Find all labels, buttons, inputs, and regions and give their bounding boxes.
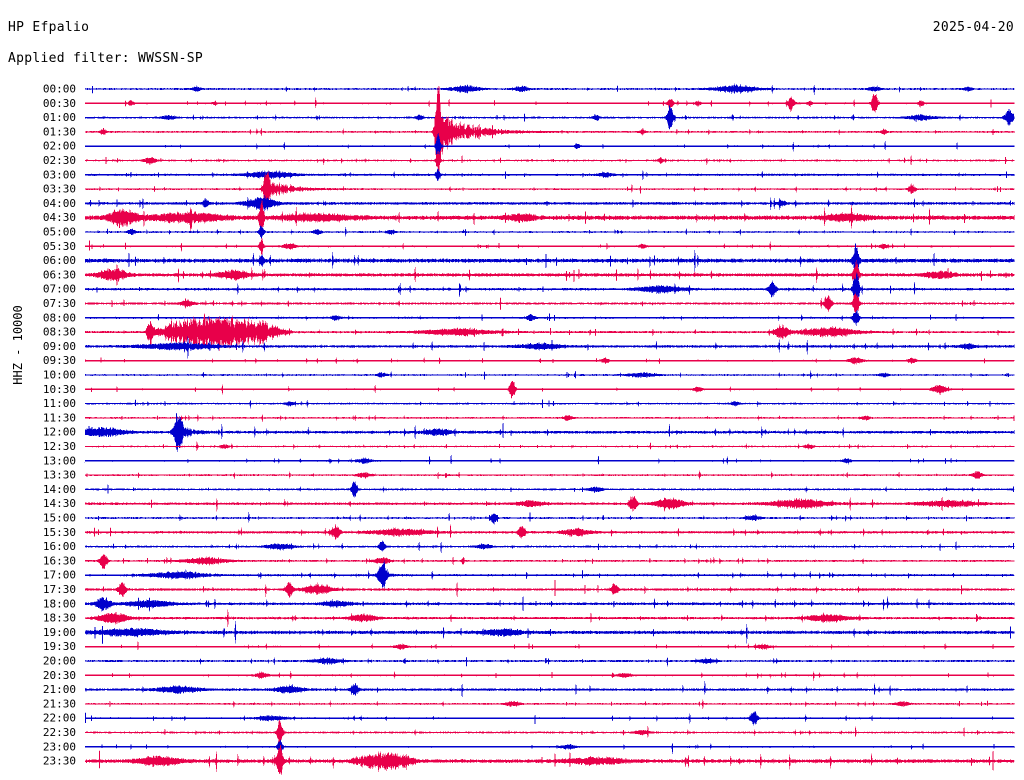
time-tick-label: 15:30 <box>43 526 76 539</box>
time-tick-label: 23:00 <box>43 740 76 753</box>
time-tick-label: 02:30 <box>43 154 76 167</box>
time-tick-label: 07:00 <box>43 283 76 296</box>
helicorder-plot: 00:00 00:30 01:00 01:30 02:00 02:30 03:00 03:30… <box>0 78 1024 778</box>
time-tick-label: 11:30 <box>43 411 76 424</box>
time-tick-label: 16:00 <box>43 540 76 553</box>
time-tick-label: 02:00 <box>43 140 76 153</box>
time-tick-label: 12:00 <box>43 426 76 439</box>
time-tick-label: 22:00 <box>43 712 76 725</box>
time-tick-label: 05:30 <box>43 240 76 253</box>
time-tick-label: 12:30 <box>43 440 76 453</box>
record-date: 2025-04-20 <box>932 20 1014 35</box>
time-tick-label: 01:30 <box>43 125 76 138</box>
time-tick-label: 06:00 <box>43 254 76 267</box>
time-tick-label: 16:30 <box>43 554 76 567</box>
time-tick-label: 01:00 <box>43 111 76 124</box>
time-tick-label: 09:30 <box>43 354 76 367</box>
time-tick-label: 14:30 <box>43 497 76 510</box>
time-tick-label: 18:30 <box>43 612 76 625</box>
seismic-trace <box>84 670 1015 681</box>
seismic-trace <box>84 656 1015 667</box>
time-tick-label: 08:30 <box>43 326 76 339</box>
seismic-trace <box>84 641 1015 651</box>
time-tick-label: 21:00 <box>43 683 76 696</box>
time-tick-label: 10:00 <box>43 369 76 382</box>
time-tick-label: 13:30 <box>43 469 76 482</box>
time-tick-label: 21:30 <box>43 697 76 710</box>
station-title: HP Efpalio <box>8 20 90 35</box>
time-tick-label: 19:00 <box>43 626 76 639</box>
time-tick-label: 18:00 <box>43 597 76 610</box>
time-tick-label: 17:30 <box>43 583 76 596</box>
time-tick-label: 20:30 <box>43 669 76 682</box>
seismic-trace <box>84 242 1015 280</box>
time-tick-label: 00:00 <box>43 83 76 96</box>
time-tick-label: 08:00 <box>43 311 76 324</box>
time-tick-label: 05:00 <box>43 226 76 239</box>
seismic-trace <box>84 745 1015 776</box>
seismic-trace <box>84 272 1015 303</box>
time-tick-label: 10:30 <box>43 383 76 396</box>
time-tick-label: 09:00 <box>43 340 76 353</box>
time-tick-label: 20:00 <box>43 655 76 668</box>
seismic-trace <box>84 554 1015 569</box>
time-tick-label: 22:30 <box>43 726 76 739</box>
time-tick-label: 06:30 <box>43 268 76 281</box>
time-tick-label: 15:00 <box>43 512 76 525</box>
applied-filter-label: Applied filter: WWSSN-SP <box>8 51 204 66</box>
time-tick-label: 03:00 <box>43 168 76 181</box>
seismic-trace <box>84 454 1015 465</box>
seismic-trace <box>84 132 1015 161</box>
time-tick-label: 07:30 <box>43 297 76 310</box>
seismic-trace <box>84 151 1015 168</box>
seismic-trace <box>84 237 1015 257</box>
time-tick-label: 11:00 <box>43 397 76 410</box>
time-tick-label: 13:00 <box>43 454 76 467</box>
time-tick-label: 03:30 <box>43 183 76 196</box>
time-tick-label: 17:00 <box>43 569 76 582</box>
time-tick-label: 23:30 <box>43 755 76 768</box>
seismic-trace <box>84 292 1015 314</box>
time-tick-label: 00:30 <box>43 97 76 110</box>
time-tick-label: 14:00 <box>43 483 76 496</box>
time-tick-label: 19:30 <box>43 640 76 653</box>
time-tick-label: 04:00 <box>43 197 76 210</box>
time-tick-label: 04:30 <box>43 211 76 224</box>
